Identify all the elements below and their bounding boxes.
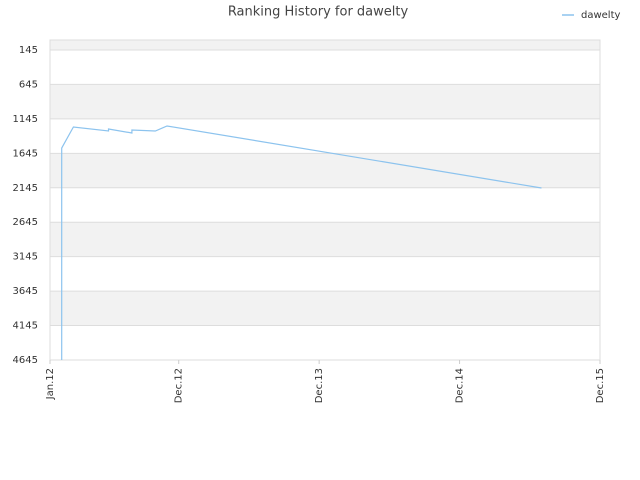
plot-band <box>50 256 600 292</box>
chart-title: Ranking History for dawelty <box>228 5 409 20</box>
plot-band <box>50 40 600 50</box>
plot-band <box>50 222 600 257</box>
y-tick-label: 2145 <box>13 183 38 194</box>
y-tick-label: 145 <box>19 45 38 56</box>
plot-band <box>50 325 600 360</box>
x-tick-label: Dec.13 <box>314 368 325 403</box>
y-tick-label: 3645 <box>13 286 38 297</box>
x-tick-label: Dec.15 <box>595 368 606 403</box>
plot-band <box>50 84 600 119</box>
plot-band <box>50 153 600 188</box>
y-tick-label: 3145 <box>13 252 38 263</box>
y-tick-label: 1145 <box>13 114 38 125</box>
x-tick-label: Jan.12 <box>45 368 56 400</box>
plot-band <box>50 291 600 326</box>
y-tick-label: 2645 <box>13 217 38 228</box>
legend-label: dawelty <box>581 10 621 21</box>
plot-band <box>50 49 600 85</box>
y-tick-label: 4645 <box>13 355 38 366</box>
y-tick-label: 645 <box>19 79 38 90</box>
plot-band <box>50 187 600 223</box>
x-tick-label: Dec.12 <box>174 368 185 403</box>
y-tick-label: 1645 <box>13 148 38 159</box>
plot-band <box>50 118 600 154</box>
x-tick-label: Dec.14 <box>455 368 466 403</box>
line-series <box>61 125 542 360</box>
y-tick-label: 4145 <box>13 321 38 332</box>
